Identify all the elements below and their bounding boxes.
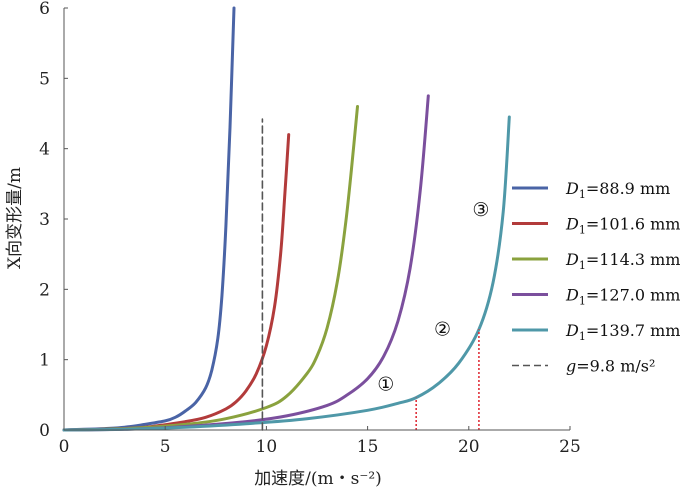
y-tick-label: 3 xyxy=(39,210,50,230)
x-tick-label: 15 xyxy=(357,437,379,457)
annotation-label-2: ② xyxy=(434,318,451,340)
legend-label-6: g=9.8 m/s² xyxy=(566,357,655,376)
annotation-label-1: ① xyxy=(377,373,394,395)
axes: 0 5 10 15 20 25 0 1 2 3 4 5 6 xyxy=(39,0,581,457)
legend-label-5: D1=139.7 mm xyxy=(565,321,680,343)
y-tick-label: 0 xyxy=(39,421,50,441)
series-line-1 xyxy=(62,6,236,432)
annotation-label-3: ③ xyxy=(472,199,489,221)
y-tick-label: 5 xyxy=(39,69,50,89)
series-line-5 xyxy=(62,115,511,432)
y-tick-label: 2 xyxy=(39,280,50,300)
x-tick-label: 0 xyxy=(59,437,70,457)
y-tick-label: 4 xyxy=(39,140,50,160)
x-tick-label: 10 xyxy=(256,437,278,457)
series-line-3 xyxy=(62,105,359,432)
y-tick-label: 1 xyxy=(39,351,50,371)
annotations: ① ② ③ xyxy=(377,199,489,395)
plot-lines xyxy=(62,6,511,432)
legend: D1=88.9 mm D1=101.6 mm D1=114.3 mm D1=127.0… xyxy=(512,179,680,376)
y-tick-label: 6 xyxy=(39,0,50,19)
x-tick-label: 20 xyxy=(458,437,480,457)
y-axis-title: X向变形量/m xyxy=(5,167,25,269)
legend-label-3: D1=114.3 mm xyxy=(565,250,680,272)
x-axis-title: 加速度/(m・s⁻²) xyxy=(254,469,382,489)
series-line-2 xyxy=(62,133,291,432)
legend-label-4: D1=127.0 mm xyxy=(565,286,680,308)
legend-label-1: D1=88.9 mm xyxy=(565,179,670,201)
x-tick-label: 5 xyxy=(160,437,171,457)
legend-label-2: D1=101.6 mm xyxy=(565,215,680,237)
series-line-4 xyxy=(62,94,430,432)
x-tick-label: 25 xyxy=(559,437,581,457)
